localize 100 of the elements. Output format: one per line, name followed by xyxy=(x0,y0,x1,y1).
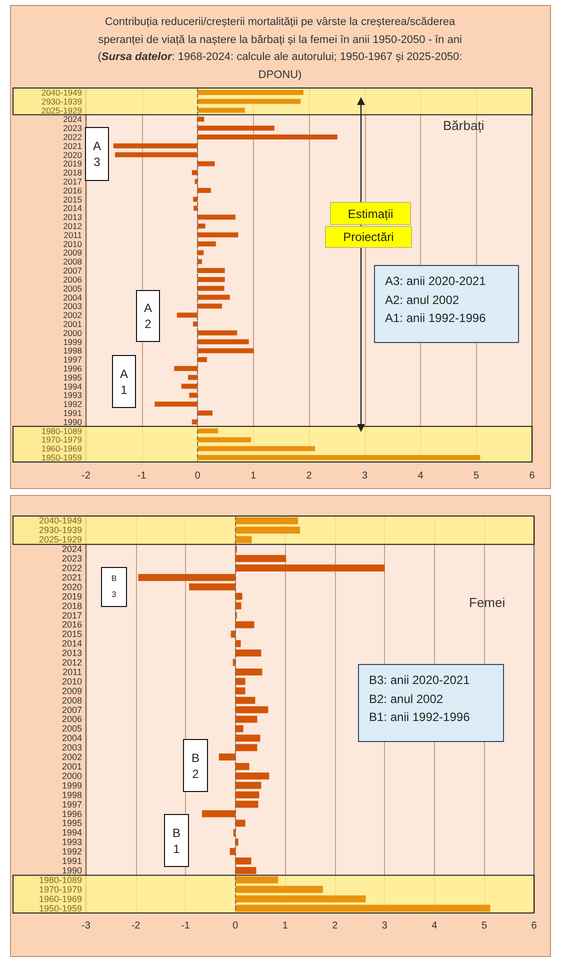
annotation: Proiectări xyxy=(343,230,394,244)
x-tick-label: 5 xyxy=(473,470,480,482)
y-tick-label: 2018 xyxy=(62,600,82,611)
x-tick-label: -1 xyxy=(181,920,190,932)
note-box: B3: anii 2020-2021 B2: anul 2002 B1: anii 1992-1996 xyxy=(358,664,504,742)
y-tick-label: 1999 xyxy=(62,780,82,790)
bar xyxy=(235,555,286,562)
label-box: A 2 xyxy=(136,290,160,342)
y-tick-label: 2006 xyxy=(63,274,82,284)
y-tick-label: 1950-1959 xyxy=(41,452,82,463)
y-tick-label: 2011 xyxy=(62,666,82,677)
annotation: B 1 xyxy=(172,824,180,856)
bar xyxy=(235,536,252,544)
bar xyxy=(198,348,254,354)
label-box: A 1 xyxy=(112,355,136,408)
annotation: A1: anii 1992-1996 xyxy=(385,310,487,327)
bar xyxy=(198,108,245,113)
x-tick-label: 3 xyxy=(362,470,368,482)
y-tick-label: 2014 xyxy=(63,203,82,214)
bar xyxy=(198,126,274,131)
bar xyxy=(235,744,258,752)
y-tick-label: 2022 xyxy=(62,562,82,573)
bar xyxy=(198,90,304,95)
bar xyxy=(192,419,198,424)
y-tick-label: 1970-1979 xyxy=(41,434,82,445)
bar xyxy=(235,640,241,648)
bar xyxy=(198,410,213,416)
y-tick-label: 2011 xyxy=(64,230,82,240)
annotation: Estimații xyxy=(348,206,394,220)
y-tick-label: 1991 xyxy=(63,408,82,418)
y-tick-label: 1997 xyxy=(63,354,82,365)
bar xyxy=(114,152,198,158)
tag-box: Estimații xyxy=(330,202,411,225)
y-tick-label: 2003 xyxy=(62,742,82,753)
bar xyxy=(189,583,236,590)
bar xyxy=(198,134,338,140)
bar xyxy=(176,312,198,318)
label-box: B 2 xyxy=(183,739,208,792)
y-tick-label: 1970-1979 xyxy=(38,884,82,894)
y-tick-label: 1980-1089 xyxy=(38,874,82,885)
y-tick-label: 2025-1929 xyxy=(41,105,82,116)
y-tick-label: 2015 xyxy=(63,194,82,204)
annotation: A 1 xyxy=(120,366,128,398)
bar xyxy=(198,304,222,309)
y-tick-label: 2930-1939 xyxy=(38,525,82,536)
y-tick-label: 2005 xyxy=(62,724,82,734)
bar xyxy=(198,224,206,229)
x-tick-label: 2 xyxy=(332,920,338,932)
bar xyxy=(235,716,258,723)
y-tick-label: 1980-1089 xyxy=(41,426,82,436)
bar xyxy=(138,574,236,581)
bar xyxy=(230,848,236,856)
bar xyxy=(192,170,198,176)
y-tick-label: 2019 xyxy=(62,591,82,602)
annotation: A3: anii 2020-2021 xyxy=(385,273,487,290)
bar xyxy=(188,374,198,380)
y-tick-label: 2007 xyxy=(62,704,82,715)
y-tick-label: 2008 xyxy=(62,695,82,706)
bar xyxy=(235,800,258,808)
bar xyxy=(198,259,202,264)
bar xyxy=(198,276,225,282)
y-tick-label: 2021 xyxy=(63,140,82,151)
y-tick-label: 1990 xyxy=(62,865,82,876)
y-tick-label: 2000 xyxy=(62,770,82,781)
bar xyxy=(235,725,244,732)
y-tick-label: 1999 xyxy=(63,336,82,347)
y-tick-label: 1996 xyxy=(63,364,82,374)
bar xyxy=(198,455,480,460)
y-tick-label: 1995 xyxy=(62,818,82,828)
bar xyxy=(235,668,262,676)
bar xyxy=(235,517,298,524)
bar xyxy=(193,196,198,202)
annotation: Femei xyxy=(469,595,506,610)
bar xyxy=(230,630,236,638)
y-tick-label: 2019 xyxy=(63,158,82,169)
y-tick-label: 1993 xyxy=(63,390,82,400)
bar xyxy=(198,268,225,274)
bar xyxy=(235,592,242,600)
annotation: B 3 xyxy=(111,573,117,601)
y-tick-label: 2001 xyxy=(63,318,82,329)
annotation: B3: anii 2020-2021 xyxy=(369,672,471,689)
annotation: B2: anul 2002 xyxy=(369,690,444,708)
y-tick-label: 2002 xyxy=(62,752,82,762)
y-tick-label: 2020 xyxy=(62,582,82,592)
x-tick-label: 1 xyxy=(282,920,288,932)
y-tick-label: 1993 xyxy=(62,837,82,848)
bar xyxy=(198,339,249,344)
bar xyxy=(198,161,215,166)
bar xyxy=(198,446,316,452)
bar xyxy=(198,232,238,238)
bar xyxy=(198,437,252,442)
y-tick-label: 2008 xyxy=(63,256,82,267)
label-box: B 1 xyxy=(164,814,189,867)
bar xyxy=(235,791,260,798)
y-tick-label: 2022 xyxy=(63,132,82,142)
y-tick-label: 2012 xyxy=(63,221,82,232)
label-box: A 3 xyxy=(85,127,109,181)
y-tick-label: 2004 xyxy=(62,733,82,744)
bar xyxy=(235,526,300,534)
bar xyxy=(198,98,301,104)
